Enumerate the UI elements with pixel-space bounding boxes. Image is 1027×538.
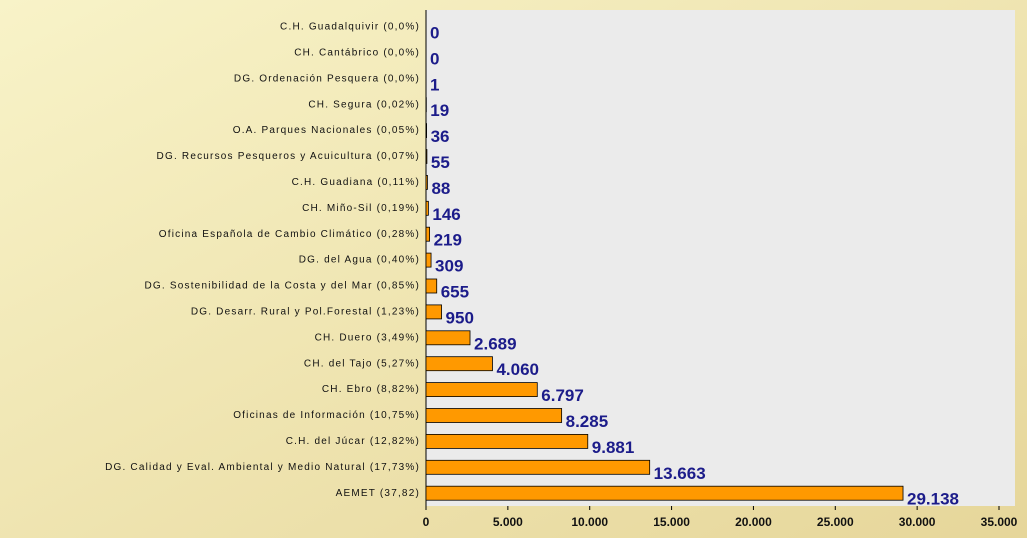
x-tick-label: 25.000 xyxy=(817,515,854,529)
x-tick-label: 15.000 xyxy=(653,515,690,529)
x-tick-label: 20.000 xyxy=(735,515,772,529)
category-label: C.H. del Júcar (12,82%) xyxy=(286,436,420,447)
plot-area xyxy=(426,10,1015,506)
category-label: C.H. Guadiana (0,11%) xyxy=(292,177,420,188)
bar xyxy=(425,408,563,423)
category-label: Oficina Española de Cambio Climático (0,… xyxy=(159,229,420,240)
bar xyxy=(425,278,438,294)
x-tick-label: 10.000 xyxy=(571,515,608,529)
bar xyxy=(425,330,471,346)
bar xyxy=(425,200,429,216)
category-label: CH. Miño-Sil (0,19%) xyxy=(302,203,420,214)
category-label: DG. Ordenación Pesquera (0,0%) xyxy=(234,73,420,84)
bar xyxy=(425,356,493,372)
x-tick-label: 30.000 xyxy=(899,515,936,529)
category-label: DG. Desarr. Rural y Pol.Forestal (1,23%) xyxy=(191,307,420,318)
bar xyxy=(425,226,430,242)
category-label: C.H. Guadalquivir (0,0%) xyxy=(280,22,420,33)
value-label: 88 xyxy=(431,179,450,198)
value-label: 13.663 xyxy=(654,464,706,483)
value-label: 36 xyxy=(431,127,450,146)
value-label: 309 xyxy=(435,257,463,276)
bar xyxy=(425,485,904,501)
bar xyxy=(425,252,432,268)
bar xyxy=(425,123,427,138)
value-label: 4.060 xyxy=(496,360,539,379)
bar xyxy=(425,174,428,190)
category-label: DG. del Agua (0,40%) xyxy=(299,255,420,266)
category-label: CH. Duero (3,49%) xyxy=(315,332,420,343)
value-label: 29.138 xyxy=(907,490,959,509)
value-label: 1 xyxy=(430,75,439,94)
category-label: DG. Recursos Pesqueros y Acuicultura (0,… xyxy=(157,151,420,162)
category-label: CH. Segura (0,02%) xyxy=(308,99,420,110)
value-label: 6.797 xyxy=(541,386,584,405)
bar xyxy=(425,304,442,320)
value-label: 55 xyxy=(431,153,450,172)
value-label: 655 xyxy=(441,282,469,301)
category-label: Oficinas de Información (10,75%) xyxy=(233,410,420,421)
x-tick-label: 5.000 xyxy=(493,515,523,529)
value-label: 8.285 xyxy=(566,412,609,431)
value-label: 2.689 xyxy=(474,334,517,353)
value-label: 146 xyxy=(432,205,460,224)
category-label: DG. Sostenibilidad de la Costa y del Mar… xyxy=(145,281,420,292)
value-label: 19 xyxy=(430,101,449,120)
category-label: CH. Ebro (8,82%) xyxy=(322,384,420,395)
bar xyxy=(425,433,589,449)
category-label: O.A. Parques Nacionales (0,05%) xyxy=(233,125,420,136)
value-label: 9.881 xyxy=(592,438,635,457)
value-label: 219 xyxy=(434,231,462,250)
category-label: DG. Calidad y Eval. Ambiental y Medio Na… xyxy=(105,462,420,473)
category-label: CH. Cantábrico (0,0%) xyxy=(294,48,420,59)
value-label: 950 xyxy=(446,308,474,327)
value-label: 0 xyxy=(430,49,439,68)
x-tick-label: 35.000 xyxy=(981,515,1018,529)
bar xyxy=(425,459,651,475)
x-tick-label: 0 xyxy=(423,515,430,529)
bar xyxy=(425,149,428,164)
bar xyxy=(425,382,538,398)
value-label: 0 xyxy=(430,23,439,42)
category-label: AEMET (37,82) xyxy=(336,488,420,499)
category-label: CH. del Tajo (5,27%) xyxy=(304,358,420,369)
